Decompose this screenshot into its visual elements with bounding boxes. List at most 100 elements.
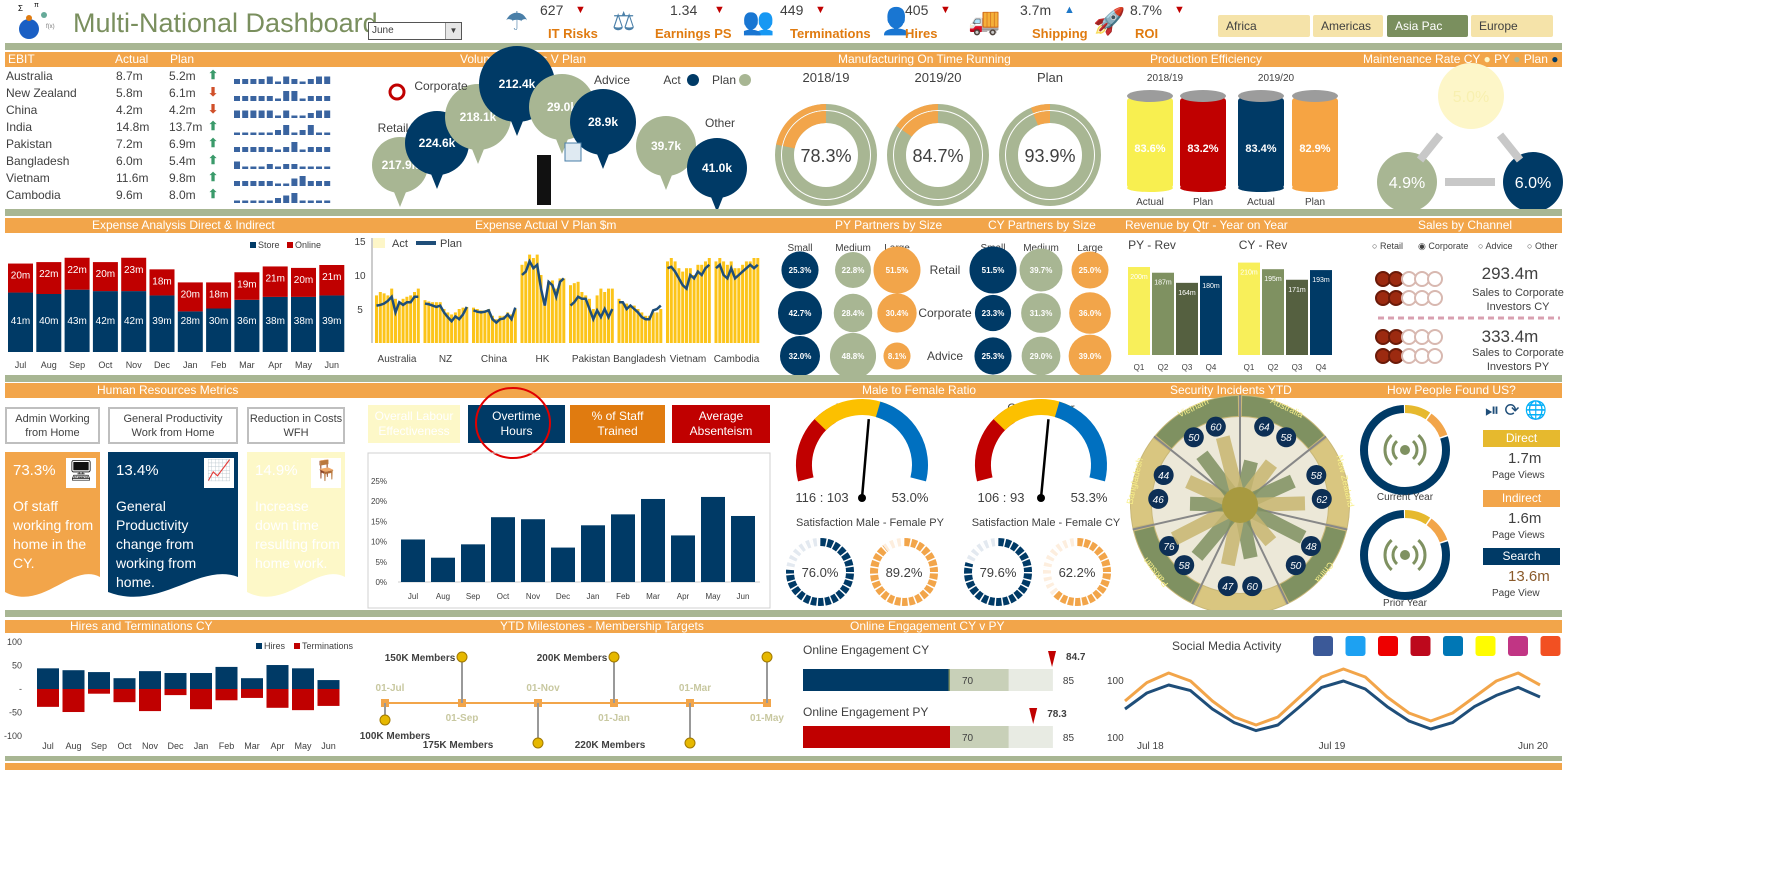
x-tick-label: Jan <box>194 741 209 751</box>
ebit-actual: 7.2m <box>116 137 143 151</box>
cylinder-label: Actual <box>1247 197 1275 208</box>
hr-title: Human Resources Metrics <box>97 383 239 397</box>
stacked-bar-online <box>319 265 345 296</box>
stacked-bar-online <box>92 262 118 292</box>
engagement-actual-bar <box>803 669 949 691</box>
target-value: 78.3 <box>1047 709 1067 720</box>
month-dropdown[interactable]: June ▼ <box>368 22 462 40</box>
maintenance-circle-py <box>1377 152 1437 212</box>
sparkline-bar <box>266 147 273 152</box>
x-tick-label: Nov <box>126 360 143 370</box>
hr-metric-card[interactable]: Reduction in Costs WFH <box>247 407 345 444</box>
hr-metric-card[interactable]: General Productivity Work from Home <box>108 407 238 444</box>
py-caption: Investors PY <box>1487 361 1550 373</box>
bar-label: 22m <box>39 269 58 280</box>
pin-head-icon <box>684 737 696 749</box>
hr-tab-average[interactable]: Average Absenteism <box>672 405 770 443</box>
region-button-americas[interactable]: Americas <box>1313 15 1383 37</box>
act-bar <box>700 264 704 343</box>
region-button-europe[interactable]: Europe <box>1471 15 1553 37</box>
act-bar <box>434 302 438 343</box>
sparkline-bar <box>316 200 322 203</box>
act-bar <box>651 312 655 343</box>
ebit-country: Bangladesh <box>6 154 70 168</box>
partner-pct: 36.0% <box>1079 309 1102 318</box>
ebit-country: Australia <box>6 69 53 83</box>
pin-head-icon <box>608 651 620 663</box>
hr-tab--of-staff[interactable]: % of Staff Trained <box>570 405 665 443</box>
sparkline-bar <box>266 110 273 118</box>
hr-metric-card[interactable]: Admin Working from Home <box>5 407 100 444</box>
partner-pct: 39.7% <box>1030 266 1053 275</box>
x-tick-label: Q2 <box>1158 363 1169 372</box>
termination-bar <box>62 689 85 713</box>
donut-gap-segment <box>1033 111 1051 126</box>
bar-label: 28m <box>181 316 200 327</box>
channel-button-search[interactable]: Search <box>1483 548 1560 565</box>
divider <box>5 375 1562 382</box>
partner-pct: 28.4% <box>842 309 865 318</box>
partner-pct: 22.8% <box>842 266 865 275</box>
partner-bubble <box>833 293 873 333</box>
partner-pct: 51.5% <box>886 266 909 275</box>
radio-advice[interactable]: ○ Advice <box>1478 241 1512 251</box>
donut-gap-segment <box>901 111 939 137</box>
band-label: 100 <box>1107 676 1124 687</box>
sparkline-bar <box>266 164 273 169</box>
act-bar <box>640 312 644 343</box>
wave-shape <box>247 452 345 597</box>
volume-value: 217.9k <box>382 158 419 172</box>
sparkline-bar <box>299 166 306 169</box>
region-button-asia-pac[interactable]: Asia Pac <box>1387 15 1468 37</box>
py-caption: Sales to Corporate <box>1472 347 1564 359</box>
radio-corporate[interactable]: ◉ Corporate <box>1418 241 1468 252</box>
hr-info-block: 73.3% Of staff working from home in the C… <box>5 452 100 607</box>
efficiency-cylinder <box>1180 98 1226 188</box>
band-label: 70 <box>962 676 974 687</box>
expense-direct-title: Expense Analysis Direct & Indirect <box>92 218 275 232</box>
sparkline-bar <box>250 79 257 84</box>
partner-bubble <box>873 246 921 294</box>
efficiency-cylinder <box>1292 98 1338 188</box>
x-tick-label: Jul <box>15 360 27 370</box>
act-bar <box>644 315 648 343</box>
act-bar <box>394 298 397 343</box>
radio-retail[interactable]: ○ Retail <box>1372 241 1403 251</box>
plan-line <box>667 263 711 291</box>
plan-col-header: Plan <box>170 52 195 66</box>
chevron-down-icon[interactable]: ▼ <box>445 23 461 39</box>
stacked-bar-online <box>291 267 316 297</box>
channel-button-direct[interactable]: Direct <box>1483 430 1560 447</box>
region-button-africa[interactable]: Africa <box>1218 15 1310 37</box>
cylinder-cap <box>1180 90 1226 102</box>
snapchat-icon <box>1475 636 1496 656</box>
bar-label: 42m <box>96 316 115 327</box>
sparkline-bar <box>283 164 290 169</box>
ebit-actual: 5.8m <box>116 86 143 100</box>
act-bar <box>479 310 483 343</box>
partner-pct: 51.5% <box>982 266 1005 275</box>
radio-other[interactable]: ○ Other <box>1527 241 1557 251</box>
channel-button-indirect[interactable]: Indirect <box>1483 490 1560 507</box>
radio-icon: ◉ <box>1418 241 1426 251</box>
ebit-country: Cambodia <box>6 188 61 202</box>
block-pct: 14.9% <box>255 462 298 479</box>
act-bar <box>465 306 469 343</box>
cylinder-base <box>1127 184 1173 192</box>
sparkline-bar <box>258 110 265 118</box>
svg-text:f(x): f(x) <box>46 24 55 30</box>
divider <box>5 610 1562 617</box>
ebit-country: Vietnam <box>6 171 50 185</box>
sparkline-bar <box>242 166 249 169</box>
volume-category-label: Other <box>705 116 735 130</box>
sparkline-bar <box>250 166 257 169</box>
hr-tab-overall-labour[interactable]: Overall Labour Effectiveness <box>368 405 460 443</box>
act-bar <box>491 315 494 343</box>
x-tick-label: Q4 <box>1206 363 1217 372</box>
sparkline-bar <box>266 181 273 186</box>
donut-value: 93.9% <box>1024 146 1075 166</box>
act-bar <box>375 295 378 343</box>
footer-bar <box>5 763 1562 770</box>
